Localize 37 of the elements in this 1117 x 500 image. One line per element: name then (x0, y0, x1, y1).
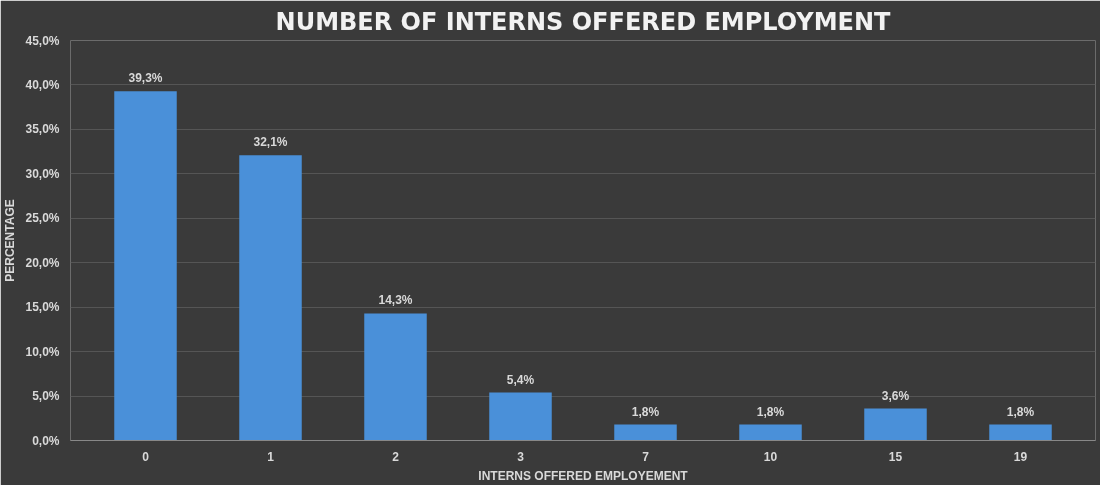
data-label: 14,3% (378, 293, 413, 308)
y-tick-label: 35,0% (25, 122, 60, 137)
y-axis-title: PERCENTAGE (3, 199, 18, 282)
y-tick-label: 40,0% (25, 77, 60, 92)
data-label: 1,8% (756, 404, 785, 419)
x-axis-title: INTERNS OFFERED EMPLOYEMENT (478, 468, 689, 483)
x-tick-label: 19 (1013, 449, 1028, 464)
data-label: 1,8% (631, 404, 660, 419)
data-label: 32,1% (253, 135, 288, 150)
y-tick-label: 5,0% (32, 389, 60, 404)
x-tick-label: 3 (517, 449, 525, 464)
y-tick-label: 10,0% (25, 344, 60, 359)
bar (364, 313, 427, 441)
y-tick-label: 15,0% (25, 300, 60, 315)
x-tick-label: 7 (642, 449, 650, 464)
x-tick-label: 0 (142, 449, 150, 464)
data-label: 3,6% (881, 388, 910, 403)
bar (489, 392, 552, 441)
bar (614, 424, 677, 441)
y-tick-label: 20,0% (25, 255, 60, 270)
data-label: 39,3% (128, 71, 163, 86)
x-tick-label: 2 (392, 449, 400, 464)
y-tick-label: 0,0% (32, 433, 60, 448)
chart-title: NUMBER OF INTERNS OFFERED EMPLOYMENT (275, 7, 892, 36)
y-tick-label: 25,0% (25, 211, 60, 226)
bar (114, 91, 177, 441)
x-tick-label: 10 (763, 449, 778, 464)
y-tick-label: 45,0% (25, 33, 60, 48)
bar (739, 424, 802, 441)
y-tick-label: 30,0% (25, 166, 60, 181)
bar (989, 424, 1052, 441)
x-tick-label: 15 (888, 449, 903, 464)
data-label: 5,4% (506, 372, 535, 387)
bar (864, 408, 927, 441)
bar (239, 155, 302, 441)
data-label: 1,8% (1006, 404, 1035, 419)
x-tick-label: 1 (267, 449, 275, 464)
